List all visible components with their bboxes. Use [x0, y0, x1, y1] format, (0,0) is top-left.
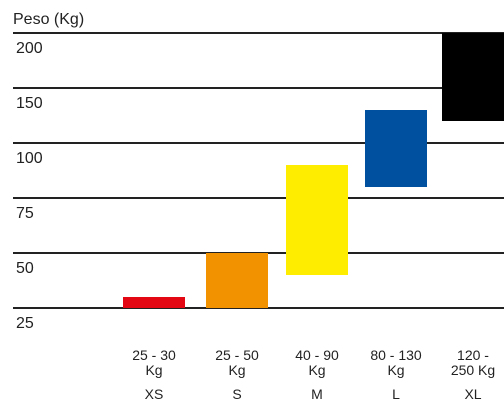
range-label-m-line-2: Kg	[308, 362, 325, 378]
bar-xs	[123, 297, 185, 308]
size-label-xs: XS	[145, 386, 164, 401]
bar-m	[286, 165, 348, 275]
bar-s	[206, 253, 268, 308]
y-tick-labels: 200 150 100 75 50 25	[16, 40, 43, 332]
range-label-s-line-1: 25 - 50	[215, 347, 259, 363]
y-tick-label: 50	[16, 260, 34, 277]
y-tick-label: 100	[16, 150, 43, 167]
bar-xl	[442, 33, 504, 121]
range-label-m-line-1: 40 - 90	[295, 347, 339, 363]
bars	[123, 33, 504, 308]
range-label-xs-line-2: Kg	[145, 362, 162, 378]
size-label-m: M	[311, 386, 323, 401]
y-tick-label: 25	[16, 315, 34, 332]
y-tick-label: 200	[16, 40, 43, 57]
range-label-l-line-2: Kg	[387, 362, 404, 378]
y-axis-title: Peso (Kg)	[13, 11, 84, 28]
range-label-l-line-1: 80 - 130	[370, 347, 422, 363]
y-tick-label: 150	[16, 95, 43, 112]
range-label-xl-line-1: 120 -	[457, 347, 489, 363]
bar-l	[365, 110, 427, 187]
range-label-xl-line-2: 250 Kg	[451, 362, 495, 378]
range-label-s-line-2: Kg	[228, 362, 245, 378]
x-size-labels: XS S M L XL	[145, 386, 482, 401]
range-label-xs-line-1: 25 - 30	[132, 347, 176, 363]
y-tick-label: 75	[16, 205, 34, 222]
size-label-xl: XL	[464, 386, 481, 401]
size-label-s: S	[232, 386, 241, 401]
size-label-l: L	[392, 386, 400, 401]
